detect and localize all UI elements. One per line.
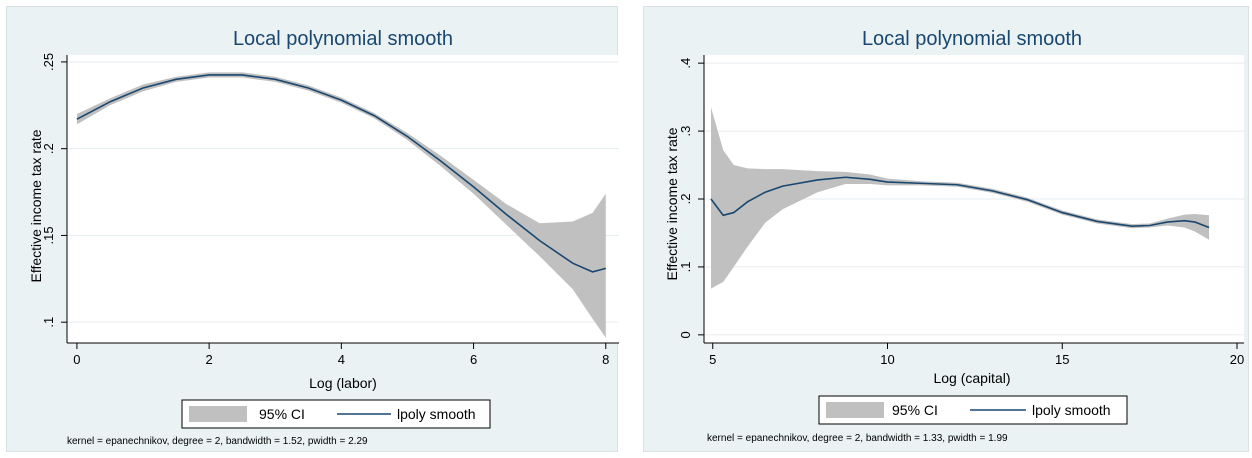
chart-panel-capital: 5 10 15 20 0 .1 .2 .3 .4 Local polynomial smooth… [643,6,1249,452]
series-line [710,176,1210,229]
y-tick-label: .4 [678,58,693,69]
legend-swatch-ci [189,406,247,422]
x-tick-label: 4 [338,352,345,367]
x-tick-label: 6 [470,352,477,367]
x-tick-label: 2 [206,352,213,367]
legend-label-ci: 95% CI [259,406,305,422]
y-tick-label: .1 [678,262,693,273]
x-tick-label: 15 [1055,352,1069,367]
legend: 95% CI lpoly smooth [181,399,491,429]
chart-panel-labor: 0 2 4 6 8.1.15.2.25 Local polynomial smooth … [6,6,619,452]
x-axis-title: Log (capital) [933,370,1010,386]
chart-note: kernel = epanechnikov, degree = 2, bandw… [67,436,368,447]
plot-area: 0 2 4 6 8 .1 .15 .2 .25 [41,53,619,367]
legend-swatch-ci [826,402,884,418]
x-tick-label: 5 [709,352,716,367]
plot-background [67,55,619,343]
y-tick-label: .15 [41,226,56,244]
legend-label-line: lpoly smooth [1032,402,1111,418]
y-tick-label: .1 [41,317,56,328]
ci-band [76,72,606,338]
series-line [76,74,606,273]
y-axis-title: Effective income tax rate [28,129,44,282]
chart-note: kernel = epanechnikov, degree = 2, bandw… [707,433,1008,444]
chart-title: Local polynomial smooth [862,28,1082,50]
y-tick-label: .3 [678,126,693,137]
x-tick-label: 8 [602,352,609,367]
y-tick-label: .2 [678,194,693,205]
legend-label-ci: 95% CI [892,402,938,418]
plot-area: 5 10 15 20 0 .1 .2 .3 .4 [678,55,1244,367]
x-tick-label: 0 [73,352,80,367]
legend-label-line: lpoly smooth [397,406,476,422]
legend: 95% CI lpoly smooth [818,395,1128,425]
y-tick-label: 0 [678,331,693,338]
y-tick-label: .25 [41,53,56,71]
y-tick-label: .2 [41,143,56,154]
x-tick-label: 20 [1230,352,1244,367]
chart-labor: 0 2 4 6 8.1.15.2.25 Local polynomial smooth … [28,28,619,447]
chart-capital: 5 10 15 20 0 .1 .2 .3 .4 Local polynomial smooth… [664,28,1244,444]
x-axis-title: Log (labor) [309,375,377,391]
x-tick-label: 10 [880,352,894,367]
chart-title: Local polynomial smooth [233,28,453,50]
y-axis-title: Effective income tax rate [664,127,680,280]
